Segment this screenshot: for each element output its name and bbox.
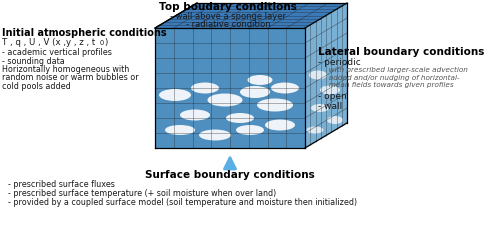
Ellipse shape — [265, 119, 295, 131]
Ellipse shape — [248, 75, 272, 85]
Ellipse shape — [309, 70, 327, 79]
Text: Top boudary conditions: Top boudary conditions — [159, 2, 297, 12]
Text: Horizontally homogeneous with: Horizontally homogeneous with — [2, 65, 129, 74]
Text: - prescribed surface fluxes: - prescribed surface fluxes — [8, 180, 115, 189]
Text: mean fields towards given profiles: mean fields towards given profiles — [322, 82, 454, 88]
Text: Surface boundary conditions: Surface boundary conditions — [145, 170, 315, 180]
Text: with prescribed larger-scale advection: with prescribed larger-scale advection — [322, 67, 468, 73]
Text: 0: 0 — [100, 40, 104, 46]
Ellipse shape — [208, 94, 242, 106]
Polygon shape — [155, 28, 305, 148]
Ellipse shape — [199, 130, 231, 140]
Text: cold pools added: cold pools added — [2, 82, 71, 91]
Ellipse shape — [165, 125, 195, 135]
Ellipse shape — [257, 98, 293, 112]
Text: - academic vertical profiles: - academic vertical profiles — [2, 48, 112, 57]
Ellipse shape — [240, 86, 270, 98]
Ellipse shape — [226, 113, 254, 123]
Ellipse shape — [180, 109, 210, 121]
Polygon shape — [305, 3, 347, 148]
Text: - wall: - wall — [318, 102, 342, 111]
Text: ): ) — [104, 38, 107, 47]
Text: - open: - open — [318, 92, 347, 101]
Text: random noise or warm bubbles or: random noise or warm bubbles or — [2, 73, 138, 82]
Text: - sounding data: - sounding data — [2, 57, 65, 66]
Ellipse shape — [320, 85, 340, 94]
Ellipse shape — [159, 89, 191, 101]
Text: - provided by a coupled surface model (soil temperature and moisture then initia: - provided by a coupled surface model (s… — [8, 198, 357, 207]
Polygon shape — [155, 3, 347, 28]
Text: added and/or nudging of horizontal-: added and/or nudging of horizontal- — [322, 75, 460, 81]
Ellipse shape — [327, 116, 343, 124]
Ellipse shape — [236, 125, 264, 135]
Text: T , q , U , V (x ,y , z , t: T , q , U , V (x ,y , z , t — [2, 38, 95, 47]
Text: Initial atmospheric conditions: Initial atmospheric conditions — [2, 28, 166, 38]
Ellipse shape — [271, 82, 299, 94]
Text: - wall above a sponge layer: - wall above a sponge layer — [170, 12, 286, 21]
Ellipse shape — [306, 127, 324, 134]
Ellipse shape — [311, 104, 329, 112]
Ellipse shape — [191, 82, 219, 94]
Text: - periodic: - periodic — [318, 58, 361, 67]
Text: Lateral boundary conditions: Lateral boundary conditions — [318, 47, 484, 57]
Text: - radiative condition: - radiative condition — [186, 20, 270, 29]
Text: - prescribed surface temperature (+ soil moisture when over land): - prescribed surface temperature (+ soil… — [8, 189, 276, 198]
